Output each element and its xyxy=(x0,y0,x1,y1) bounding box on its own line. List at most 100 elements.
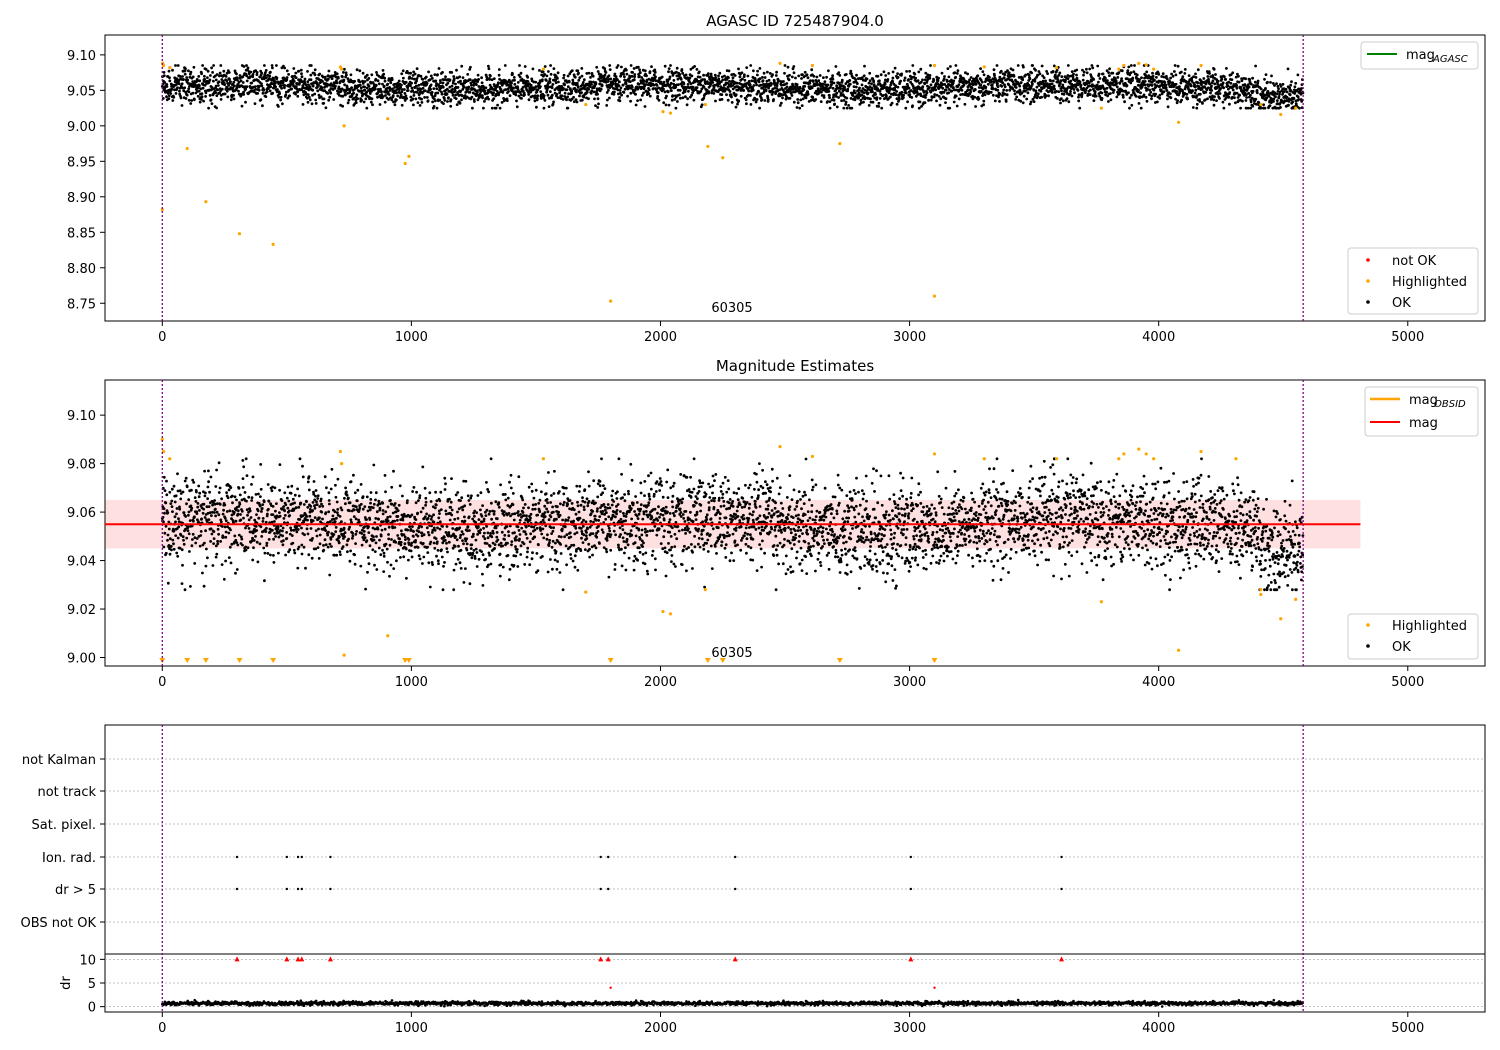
ok-point xyxy=(981,87,985,91)
ok-point xyxy=(872,80,876,84)
ok-point xyxy=(596,92,599,96)
ok-point xyxy=(165,85,169,88)
ok-point xyxy=(1134,94,1138,98)
ok-point xyxy=(184,515,188,518)
ok-point xyxy=(200,98,203,101)
ok-point xyxy=(166,538,169,542)
ok-point xyxy=(886,78,890,81)
ok-point xyxy=(711,81,715,84)
ok-point xyxy=(763,76,767,79)
ok-point xyxy=(374,83,378,87)
ok-point xyxy=(197,484,201,488)
ok-point xyxy=(235,498,238,502)
ok-point xyxy=(208,94,212,97)
ok-point xyxy=(387,77,391,80)
x-tick-label: 0 xyxy=(158,330,166,345)
ok-point xyxy=(403,99,407,102)
ok-point xyxy=(381,82,384,86)
ok-point xyxy=(1042,76,1046,80)
ok-point xyxy=(673,98,677,101)
ok-point xyxy=(723,89,727,93)
ok-point xyxy=(171,99,175,102)
ok-point xyxy=(193,562,197,565)
ok-point xyxy=(667,70,670,74)
ok-point xyxy=(235,541,239,544)
ok-point xyxy=(182,511,186,514)
ok-point xyxy=(1027,83,1031,87)
ok-point xyxy=(1047,94,1050,98)
ok-point xyxy=(233,534,237,538)
ok-point xyxy=(221,79,225,83)
ok-point xyxy=(857,91,861,95)
ok-point xyxy=(1286,67,1290,71)
ok-point xyxy=(854,78,858,82)
ok-point xyxy=(313,73,317,77)
ok-point xyxy=(591,74,595,78)
ok-point xyxy=(717,79,721,83)
ok-point xyxy=(341,94,345,98)
ok-point xyxy=(543,65,547,68)
ok-point xyxy=(180,582,184,585)
ok-point xyxy=(846,87,850,91)
ok-point xyxy=(895,102,899,106)
ok-point xyxy=(743,78,747,82)
ok-point xyxy=(984,85,988,89)
ok-point xyxy=(1140,76,1143,80)
ok-point xyxy=(1171,74,1175,78)
ok-point xyxy=(175,507,179,510)
ok-point xyxy=(1263,106,1267,110)
ok-point xyxy=(981,70,985,73)
ok-point xyxy=(1133,64,1136,67)
ok-point xyxy=(1129,64,1133,67)
ok-point xyxy=(264,69,268,72)
ok-point xyxy=(196,94,200,98)
ok-point xyxy=(896,85,900,89)
ok-point xyxy=(391,87,394,91)
ok-point xyxy=(314,102,318,105)
ok-point xyxy=(483,100,486,103)
ok-point xyxy=(300,75,304,79)
ok-point xyxy=(201,571,204,575)
ok-point xyxy=(275,90,279,94)
ok-point xyxy=(1088,67,1092,71)
ok-point xyxy=(484,86,488,90)
x-tick-label: 5000 xyxy=(1391,330,1424,345)
ok-point xyxy=(617,84,621,87)
ok-point xyxy=(786,90,790,94)
ok-point xyxy=(404,94,408,98)
ok-point xyxy=(183,86,187,90)
ok-point xyxy=(1298,106,1301,110)
ok-point xyxy=(761,76,764,79)
ok-point xyxy=(360,98,363,102)
ok-point xyxy=(1135,73,1139,77)
ok-point xyxy=(1247,85,1251,89)
ok-point xyxy=(611,82,615,85)
ok-point xyxy=(397,79,401,83)
ok-point xyxy=(165,479,168,483)
ok-point xyxy=(862,91,866,95)
ok-point xyxy=(549,90,552,93)
x-tick-label: 3000 xyxy=(893,330,926,345)
ok-point xyxy=(412,94,416,97)
ok-point xyxy=(292,80,296,83)
ok-point xyxy=(587,97,590,101)
ok-point xyxy=(866,91,870,95)
ok-point xyxy=(986,82,990,86)
ok-point xyxy=(640,94,644,97)
ok-point xyxy=(674,106,678,110)
ok-point xyxy=(949,65,952,68)
ok-point xyxy=(244,87,248,91)
ok-point xyxy=(1198,100,1202,103)
ok-point xyxy=(1003,85,1007,89)
ok-point xyxy=(656,91,660,95)
ok-point xyxy=(1118,82,1122,85)
ok-point xyxy=(460,98,463,102)
ok-point xyxy=(733,74,737,77)
ok-point xyxy=(256,92,260,95)
ok-point xyxy=(667,67,671,70)
ok-point xyxy=(343,83,346,87)
ok-point xyxy=(1026,91,1030,95)
ok-point xyxy=(814,98,818,101)
ok-point xyxy=(853,98,857,102)
ok-point xyxy=(571,78,575,82)
